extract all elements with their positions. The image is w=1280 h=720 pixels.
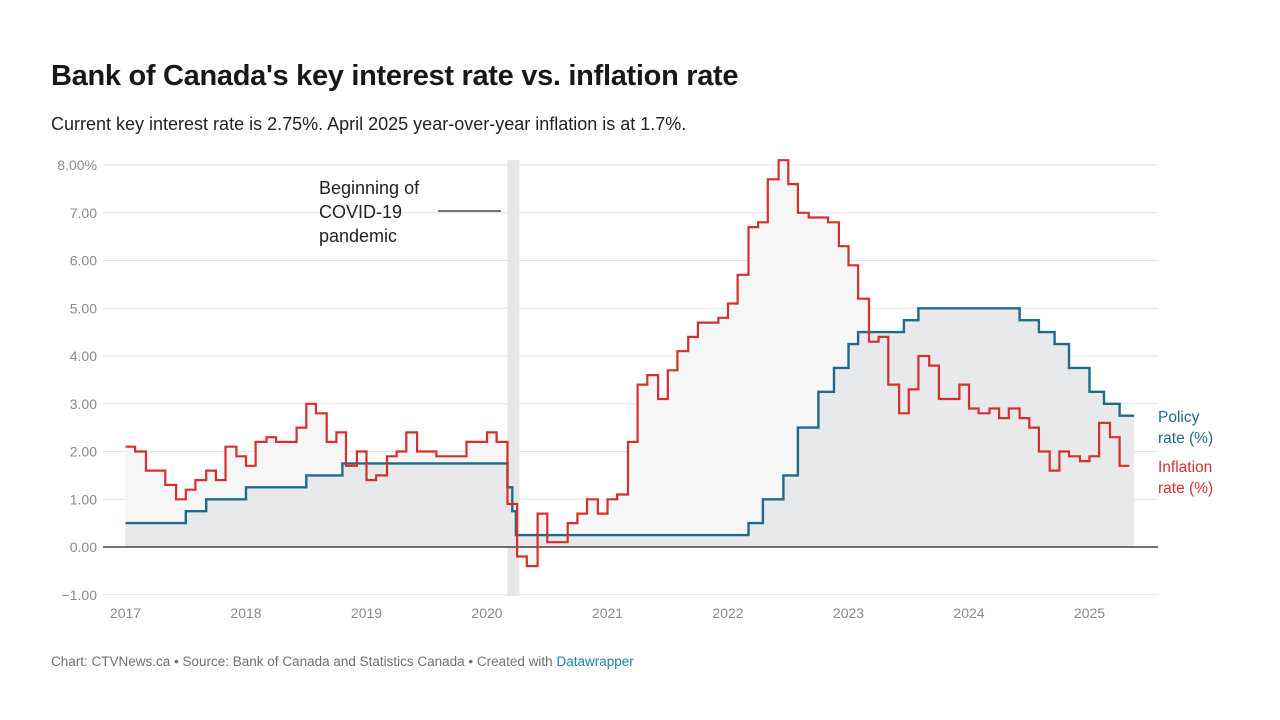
footer-credits: Chart: CTVNews.ca • Source: Bank of Cana… (51, 654, 553, 669)
chart-title: Bank of Canada's key interest rate vs. i… (51, 60, 739, 92)
y-axis: 8.00% 7.00 6.00 5.00 4.00 3.00 2.00 1.00 0.00 −1.… (57, 157, 97, 603)
datawrapper-link[interactable]: Datawrapper (556, 654, 634, 669)
x-tick-label: 2021 (592, 605, 623, 621)
policy-rate-line (125, 307, 1135, 537)
y-tick-label: 4.00 (70, 348, 97, 364)
policy-rate-label: rate (%) (1158, 430, 1213, 447)
y-tick-label: 8.00% (57, 157, 97, 173)
covid-annotation: Beginning of COVID-19 pandemic (319, 178, 501, 246)
y-tick-label: 2.00 (70, 444, 97, 460)
x-tick-label: 2023 (833, 605, 864, 621)
inflation-rate-line (125, 159, 1130, 568)
y-tick-label: 1.00 (70, 491, 97, 507)
inflation-rate-label: rate (%) (1158, 480, 1213, 497)
annotation-text-line: Beginning of (319, 178, 420, 198)
annotation-text-line: pandemic (319, 226, 397, 246)
series-lines (125, 159, 1135, 568)
y-tick-label: 0.00 (70, 539, 97, 555)
policy-rate-label: Policy (1158, 409, 1200, 426)
x-tick-label: 2024 (953, 605, 984, 621)
x-axis: 2017 2018 2019 2020 2021 2022 2023 2024 2025 (110, 605, 1105, 621)
annotation-text-line: COVID-19 (319, 202, 402, 222)
chart-subtitle: Current key interest rate is 2.75%. Apri… (51, 114, 687, 134)
y-tick-label: 3.00 (70, 396, 97, 412)
x-tick-label: 2017 (110, 605, 141, 621)
y-tick-label: 6.00 (70, 253, 97, 269)
x-tick-label: 2025 (1074, 605, 1105, 621)
series-labels: Policy rate (%) Inflation rate (%) (1158, 409, 1213, 497)
y-tick-label: 7.00 (70, 205, 97, 221)
x-tick-label: 2018 (230, 605, 261, 621)
area-fills (125, 160, 1135, 567)
policy-area (125, 308, 1135, 547)
y-tick-label: 5.00 (70, 300, 97, 316)
inflation-rate-label: Inflation (1158, 459, 1212, 476)
x-tick-label: 2022 (712, 605, 743, 621)
y-tick-label: −1.00 (62, 587, 98, 603)
x-tick-label: 2019 (351, 605, 382, 621)
chart-footer: Chart: CTVNews.ca • Source: Bank of Cana… (51, 654, 634, 669)
x-tick-label: 2020 (471, 605, 502, 621)
